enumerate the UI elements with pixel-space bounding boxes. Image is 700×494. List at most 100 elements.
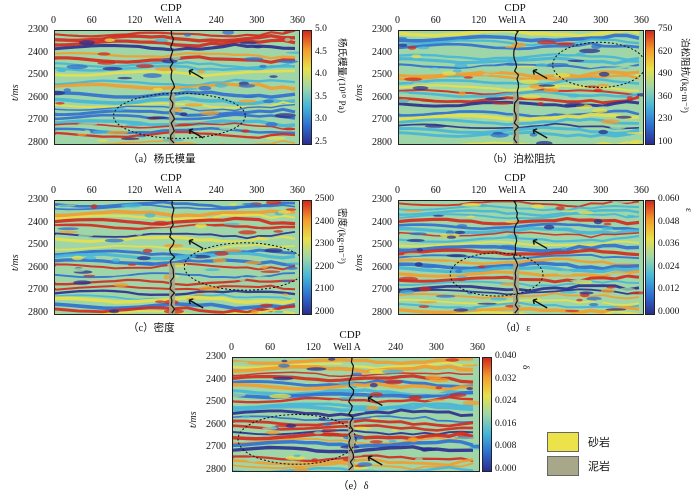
- x-tick-label: 300: [593, 15, 609, 26]
- colorbar-tick-label: 0.016: [495, 418, 517, 429]
- y-tick-label: 2700: [206, 441, 226, 453]
- legend-swatch-mudstone: [547, 456, 579, 476]
- x-tick-label: 120: [305, 342, 321, 353]
- x-tick-label: 360: [290, 15, 305, 26]
- colorbar-tick-label: 5.0: [315, 24, 327, 34]
- colorbar-tick-label: 620: [658, 46, 673, 57]
- x-tick-label: 0: [395, 185, 400, 196]
- x-tick-label: 300: [428, 342, 444, 353]
- y-tick-label: 2800: [206, 464, 226, 475]
- y-tick-label: 2400: [372, 46, 392, 58]
- y-tick-label: 2400: [372, 216, 392, 228]
- seismic-section-b: [398, 30, 644, 145]
- seismic-section-d: [398, 200, 644, 315]
- panel-caption-b: （b）泊松阻抗: [487, 154, 556, 165]
- x-tick-label: 240: [208, 185, 224, 196]
- colorbar-tick-label: 0.000: [658, 307, 680, 317]
- y-tick-label: 2700: [372, 284, 392, 296]
- panel-caption-c: （c）密度: [128, 323, 175, 334]
- y-tick-label: 2700: [28, 114, 48, 126]
- colorbar: [302, 30, 312, 145]
- y-tick-label: 2600: [372, 91, 392, 103]
- x-tick-label: 60: [86, 15, 97, 26]
- y-tick-label: 2300: [28, 24, 48, 35]
- x-tick-label: 0: [51, 185, 56, 196]
- x-tick-label: 240: [552, 15, 568, 26]
- colorbar-tick-label: 4.5: [315, 46, 327, 57]
- colorbar-tick-label: 0.024: [495, 396, 517, 407]
- legend-label-sandstone: 砂岩: [588, 437, 610, 449]
- y-tick-label: 2300: [206, 351, 226, 362]
- colorbar: [482, 357, 492, 472]
- x-tick-label: 0: [395, 15, 400, 26]
- y-tick-label: 2600: [28, 261, 48, 273]
- y-tick-label: 2300: [28, 194, 48, 205]
- cdp-axis-title: CDP: [339, 329, 361, 341]
- x-tick-label: 240: [388, 342, 404, 353]
- colorbar-tick-label: 230: [658, 114, 673, 125]
- colorbar-tick-label: 0.012: [658, 284, 680, 295]
- colorbar-title: 密度/(kg·m⁻³): [336, 208, 346, 264]
- y-axis-title: t/ms: [188, 410, 199, 428]
- colorbar-tick-label: 0.032: [495, 373, 517, 384]
- colorbar: [645, 200, 655, 315]
- colorbar-title: ε: [683, 208, 693, 212]
- colorbar-tick-label: 490: [658, 69, 673, 80]
- colorbar-tick-label: 750: [658, 24, 673, 34]
- panel-caption-d: （d）ε: [500, 323, 531, 334]
- y-tick-label: 2400: [28, 216, 48, 228]
- legend-swatch-sandstone: [547, 432, 579, 452]
- legend-label-mudstone: 泥岩: [588, 461, 610, 473]
- y-tick-label: 2800: [372, 307, 392, 318]
- colorbar-tick-label: 2300: [315, 239, 334, 250]
- y-tick-label: 2500: [28, 69, 48, 81]
- x-tick-label: 240: [208, 15, 224, 26]
- x-tick-label: 360: [634, 185, 649, 196]
- x-tick-label: 0: [51, 15, 56, 26]
- x-tick-label: 360: [470, 342, 485, 353]
- x-tick-label: 120: [127, 15, 143, 26]
- colorbar-tick-label: 2400: [315, 216, 334, 227]
- y-tick-label: 2800: [372, 137, 392, 148]
- colorbar-tick-label: 100: [658, 137, 673, 147]
- colorbar-tick-label: 3.5: [315, 91, 327, 102]
- y-tick-label: 2400: [206, 373, 226, 385]
- y-axis-title: t/ms: [354, 253, 365, 271]
- colorbar: [302, 200, 312, 315]
- panel-caption-e: （e）δ: [338, 481, 369, 492]
- x-tick-label: 60: [430, 15, 441, 26]
- cdp-axis-title: CDP: [160, 2, 182, 14]
- y-axis-title: t/ms: [10, 253, 21, 271]
- cdp-axis-title: CDP: [160, 172, 182, 184]
- x-tick-label: 120: [127, 185, 143, 196]
- y-tick-label: 2700: [372, 114, 392, 126]
- colorbar: [645, 30, 655, 145]
- y-tick-label: 2500: [28, 239, 48, 251]
- y-tick-label: 2800: [28, 307, 48, 318]
- colorbar-title: 泊松阻抗/(kg·m⁻³): [679, 38, 689, 113]
- y-tick-label: 2700: [28, 284, 48, 296]
- colorbar-tick-label: 2200: [315, 261, 334, 272]
- y-tick-label: 2300: [372, 24, 392, 35]
- colorbar-tick-label: 0.060: [658, 194, 680, 204]
- well-a-label: Well A: [498, 15, 526, 26]
- colorbar-tick-label: 2.5: [315, 137, 327, 147]
- colorbar-tick-label: 0.008: [495, 441, 517, 452]
- x-tick-label: 120: [471, 15, 487, 26]
- well-a-label: Well A: [498, 185, 526, 196]
- x-tick-label: 300: [249, 185, 265, 196]
- seismic-section-c: [54, 200, 300, 315]
- x-tick-label: 60: [265, 342, 276, 353]
- y-tick-label: 2600: [372, 261, 392, 273]
- x-tick-label: 60: [86, 185, 97, 196]
- x-tick-label: 360: [290, 185, 305, 196]
- colorbar-tick-label: 0.024: [658, 261, 680, 272]
- y-tick-label: 2600: [206, 418, 226, 430]
- x-tick-label: 300: [249, 15, 265, 26]
- well-a-label: Well A: [154, 15, 182, 26]
- x-tick-label: 120: [471, 185, 487, 196]
- seismic-section-a: [54, 30, 300, 145]
- x-tick-label: 240: [552, 185, 568, 196]
- panel-caption-a: （a）杨氏模量: [128, 154, 196, 165]
- colorbar-tick-label: 0.040: [495, 351, 517, 361]
